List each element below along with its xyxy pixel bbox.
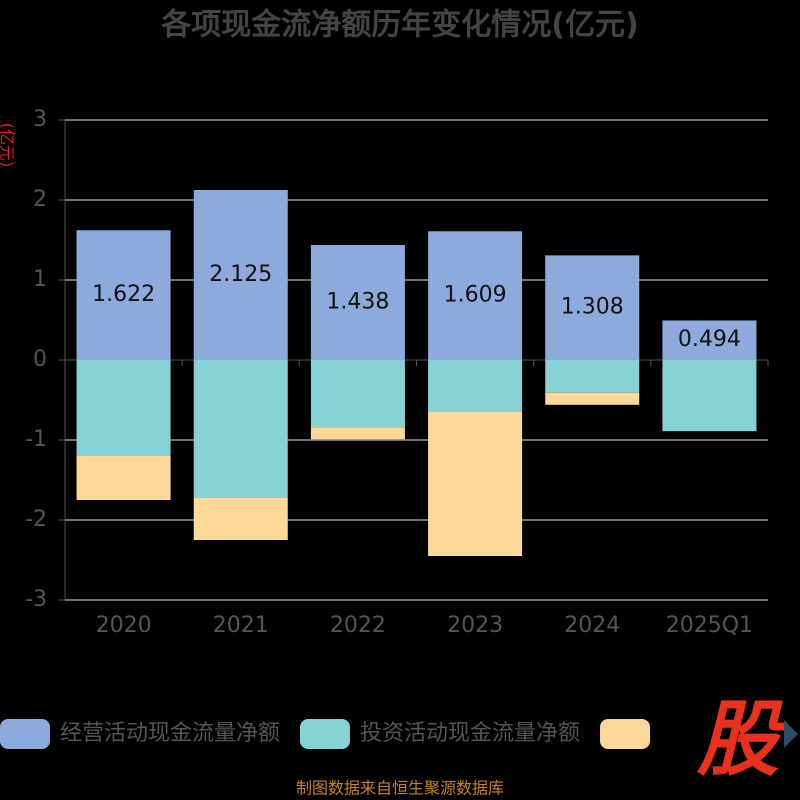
y-tick-label: 1 [33,267,47,292]
y-tick-label: 3 [33,107,47,132]
data-label: 2.125 [209,262,272,287]
data-label: 1.438 [326,289,389,314]
bar-segment [662,360,757,432]
x-tick-label: 2021 [213,613,269,638]
data-label: 1.622 [92,282,155,307]
bar-segment [310,244,405,360]
y-tick-label: 0 [33,347,47,372]
x-tick-label: 2022 [330,613,386,638]
chart-title: 各项现金流净额历年变化情况(亿元) [160,8,638,43]
data-label: 1.609 [444,283,507,308]
bar-segment [310,427,405,440]
y-tick-label: -3 [25,587,47,612]
bar-segment [193,497,288,540]
y-tick-label: -2 [25,507,47,532]
bar-segment [545,255,640,360]
legend-next-arrow[interactable] [784,720,798,748]
y-tick-label: 2 [33,187,47,212]
y-tick-label: -1 [25,427,47,452]
bar-segment [193,190,288,360]
legend-label: 经营活动现金流量净额 [60,721,280,746]
legend-swatch[interactable] [300,719,351,749]
bar-segment [310,360,405,428]
bar-segment [193,360,288,498]
legend-swatch[interactable] [0,719,50,749]
data-label: 0.494 [678,327,741,352]
legend-label: 投资活动现金流量净额 [360,721,580,746]
legend-swatch[interactable] [600,719,651,749]
bar-segment [428,412,523,556]
bar-segment [428,231,523,360]
x-tick-label: 2023 [447,613,503,638]
y-axis-label: (亿元) [0,123,17,168]
bar-segment [76,230,171,360]
bar-segment [545,360,640,393]
x-tick-label: 2024 [564,613,620,638]
data-label: 1.308 [561,295,624,320]
source-note: 制图数据来自恒生聚源数据库 [296,779,504,798]
bar-segment [428,360,523,412]
bar-segment [545,392,640,405]
watermark: 股 [696,692,787,787]
x-tick-label: 2025Q1 [666,613,753,638]
x-tick-label: 2020 [96,613,152,638]
bar-segment [76,360,171,456]
bar-segment [76,455,171,500]
bar-segment [662,320,757,360]
